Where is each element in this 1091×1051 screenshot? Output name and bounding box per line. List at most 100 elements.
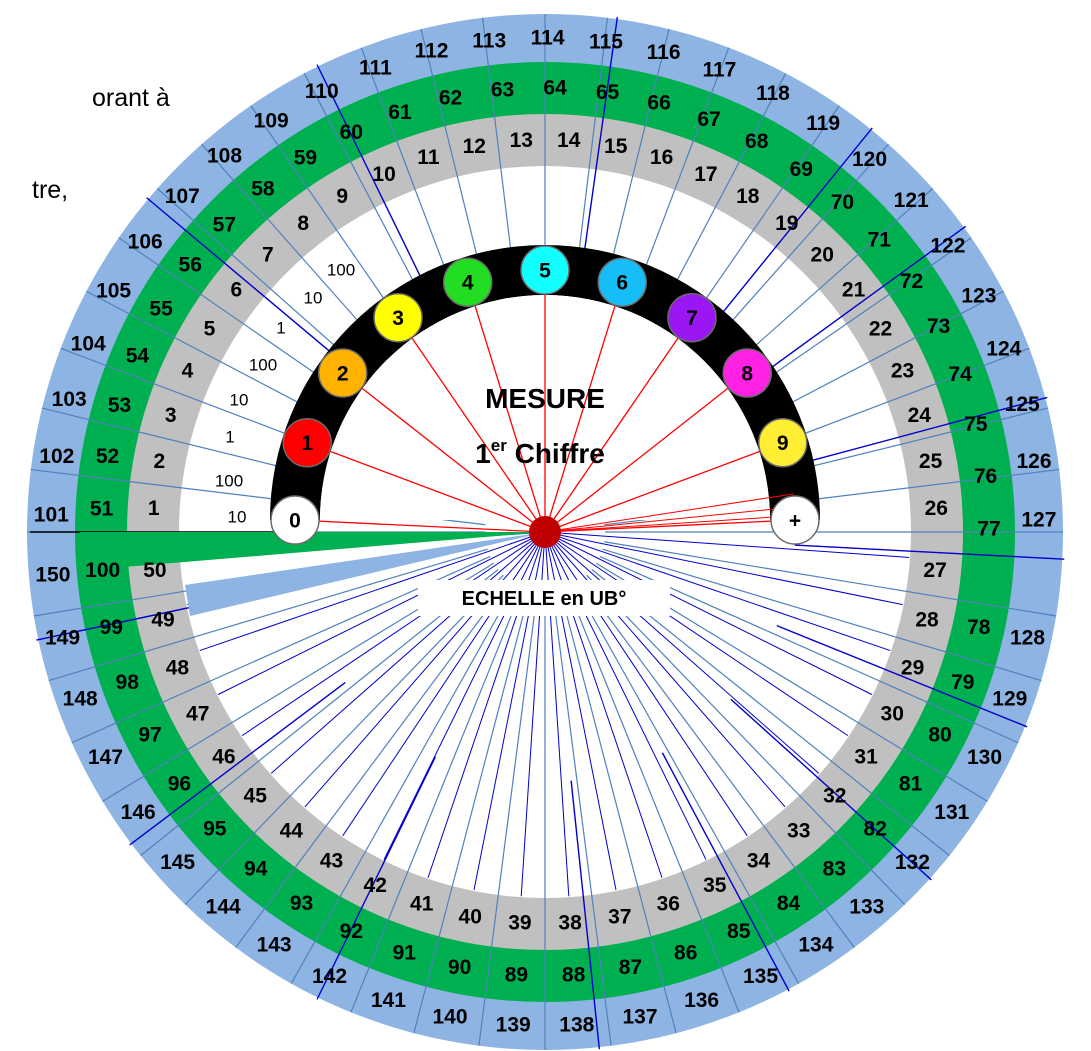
grey-ring-number: 28 (915, 609, 939, 632)
green-ring-number: 63 (491, 79, 514, 102)
green-ring-number: 74 (948, 363, 972, 386)
blue-ring-number: 116 (647, 41, 681, 64)
grey-ring-number: 46 (212, 745, 235, 768)
grey-ring-number: 2 (154, 450, 166, 473)
green-ring-number: 91 (393, 942, 417, 965)
blue-ring-number: 144 (206, 895, 241, 918)
grey-ring-number: 23 (891, 360, 914, 383)
pendulum-button-circle (317, 348, 368, 398)
pendulum-button-circle (770, 495, 820, 545)
grey-ring-number: 26 (925, 497, 948, 520)
green-ring-number: 98 (116, 671, 140, 694)
green-ring-number: 56 (179, 254, 202, 277)
pendulum-button-circle (597, 257, 648, 307)
pendulum-button-circle (722, 348, 773, 398)
green-ring-number: 84 (777, 892, 801, 915)
pendulum-button-circle (520, 245, 570, 295)
green-ring-number: 73 (927, 315, 950, 338)
green-ring-number: 89 (505, 964, 528, 987)
center-dot (529, 516, 561, 548)
divider-line (350, 587, 524, 1013)
scale-label-text: ECHELLE en UB° (462, 588, 627, 610)
green-ring-number: 58 (251, 178, 275, 201)
grey-ring-number: 9 (336, 185, 348, 208)
blue-ring-number: 120 (852, 148, 887, 171)
green-ring-number: 97 (138, 723, 161, 746)
red-line (544, 506, 795, 533)
grey-ring-number: 12 (463, 135, 486, 158)
blue-ring-number: 102 (39, 445, 74, 468)
red-line (544, 515, 795, 533)
fan-line (544, 531, 849, 737)
green-ring-number: 55 (149, 297, 173, 320)
scale-label: ECHELLE en UB° (418, 580, 670, 616)
blue-ring-number: 147 (88, 746, 123, 769)
divider-line (413, 589, 531, 1034)
multiplier-label: 10 (230, 391, 249, 410)
blue-ring-number: 143 (257, 934, 292, 957)
blue-ring-number: 118 (756, 82, 790, 105)
divider-line (184, 574, 504, 906)
green-ring-number: 65 (596, 81, 620, 104)
blue-ring-number: 126 (1016, 450, 1051, 473)
green-ring-number: 60 (340, 121, 363, 144)
red-line (544, 282, 623, 533)
blue-ring-number: 123 (961, 284, 996, 307)
green-ring-number: 86 (674, 942, 697, 965)
grey-ring-number: 6 (231, 279, 243, 302)
blue-ring-number: 135 (743, 965, 778, 988)
pendulum-button-label: 9 (777, 432, 789, 455)
blue-ring-number: 133 (849, 895, 884, 918)
green-ring-number: 75 (964, 413, 988, 436)
grey-ring-number: 21 (842, 279, 866, 302)
grey-ring-number: 37 (608, 905, 631, 928)
green-ring-number: 90 (448, 956, 471, 979)
blue-ring-number: 117 (702, 58, 736, 81)
green-ring-number: 85 (727, 920, 751, 943)
green-ring-number: 51 (90, 497, 114, 520)
green-wedge (80, 532, 545, 570)
green-ring-number: 99 (100, 616, 123, 639)
grey-ring-number: 19 (775, 212, 798, 235)
pendulum-button-8: 8 (722, 348, 773, 398)
green-ring-number: 82 (864, 817, 887, 840)
green-ring-number: 72 (900, 270, 923, 293)
grey-ring-number: 33 (787, 819, 810, 842)
grey-ring-number: 29 (901, 657, 924, 680)
green-ring-number: 79 (951, 671, 974, 694)
blue-ring-number: 111 (359, 57, 392, 80)
grey-ring-number: 14 (557, 129, 581, 152)
green-ring-number: 68 (745, 130, 769, 153)
multiplier-label: 10 (304, 289, 323, 308)
multiplier-label: 100 (215, 472, 243, 491)
red-lines (294, 270, 796, 533)
blue-ring-number: 149 (45, 627, 80, 650)
divider-line (559, 589, 677, 1034)
divider-line (573, 584, 800, 984)
accent-line (316, 64, 437, 308)
multiplier-label: 1 (276, 319, 285, 338)
grey-ring-number: 30 (881, 703, 904, 726)
blue-ring-number: 132 (895, 851, 930, 874)
fan-line (199, 531, 546, 652)
pendulum-button-label: 6 (616, 272, 628, 295)
title-line2-prefix: 1 (475, 438, 491, 469)
blue-ring-number: 122 (930, 235, 965, 258)
blue-ring-number: 139 (496, 1014, 531, 1037)
title-line2: 1er Chiffre (475, 436, 605, 469)
grey-ring-number: 13 (510, 129, 533, 152)
red-line (544, 519, 796, 533)
blue-ring-number: 137 (622, 1005, 657, 1028)
red-line (342, 372, 546, 533)
grey-ring-number: 47 (186, 703, 209, 726)
blue-ring-number: 150 (35, 564, 70, 587)
grey-ring-number: 7 (262, 243, 274, 266)
accent-line (794, 544, 1065, 560)
pendulum-button-label: 5 (539, 260, 551, 283)
green-ring-number: 66 (647, 91, 670, 114)
blue-ring-number: 109 (254, 109, 289, 132)
blue-ring-number: 114 (531, 27, 565, 50)
accent-line (730, 698, 932, 881)
green-ring-number: 67 (697, 108, 720, 131)
pendulum-button-4: 4 (442, 257, 493, 307)
